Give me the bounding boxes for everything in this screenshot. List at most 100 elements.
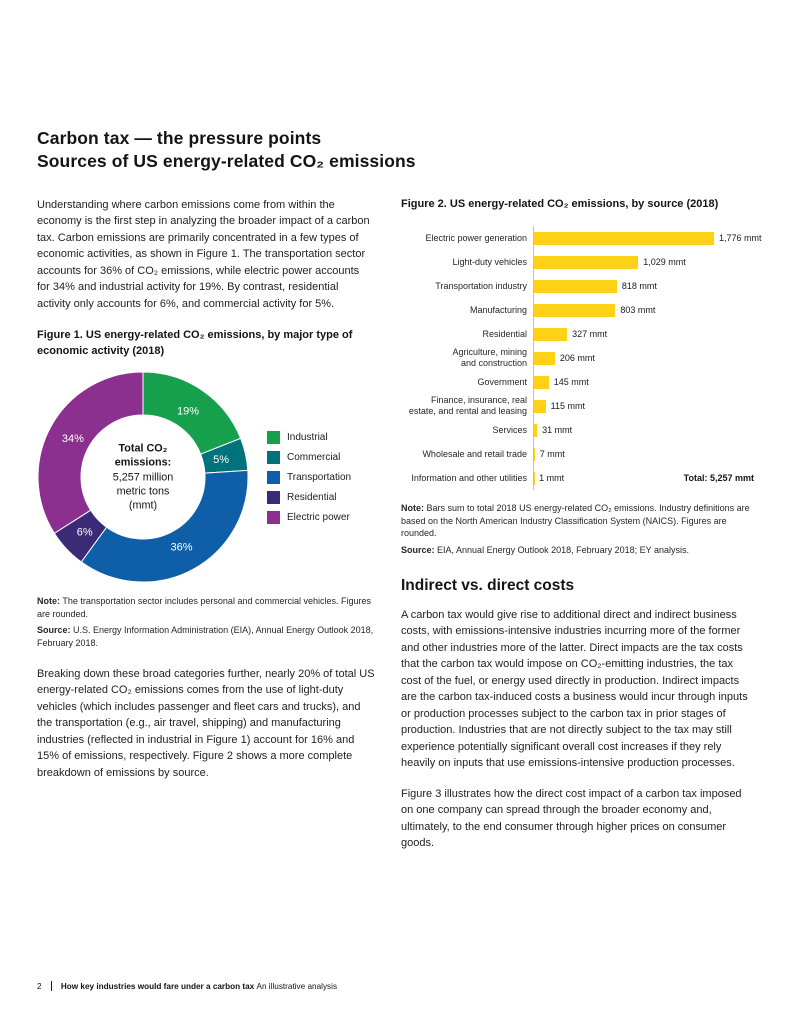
donut-center-line5: (mmt) — [128, 499, 158, 512]
page-header: Carbon tax — the pressure points Sources… — [0, 0, 791, 174]
legend-item-electric-power: Electric power — [267, 510, 351, 524]
donut-percent-label-electric-power: 34% — [62, 433, 84, 445]
source-label: Source: — [401, 545, 435, 556]
legend-label: Transportation — [287, 471, 352, 483]
figure2-source: Source: EIA, Annual Energy Outlook 2018,… — [401, 544, 754, 557]
figure1-donut-chart: 19% 5% 36% 6% 34% Total CO₂ emissions: 5,257… — [37, 371, 375, 583]
bar-transportation-industry — [534, 279, 617, 293]
footer-report-title: How key industries would fare under a ca… — [60, 981, 255, 991]
bar-category-label: Information and other utilities — [411, 472, 527, 483]
intro-paragraph: Understanding where carbon emissions com… — [37, 198, 370, 310]
source-text: EIA, Annual Energy Outlook 2018, Februar… — [437, 545, 690, 556]
figure1-title: Figure 1. US energy-related CO₂ emission… — [37, 329, 353, 357]
bar-chart-total-label: Total: 5,257 mmt — [683, 473, 754, 484]
bar-value-label: 7 mmt — [539, 449, 565, 460]
breakdown-paragraph: Breaking down these broad categories fur… — [37, 667, 375, 779]
bar-value-label: 803 mmt — [620, 305, 656, 316]
figure1-note: Note: The transportation sector includes… — [37, 595, 375, 620]
donut-center-line3: 5,257 million — [112, 471, 174, 484]
legend-item-commercial: Commercial — [267, 450, 351, 464]
page-number: 2 — [37, 981, 42, 991]
page-title-line1: Carbon tax — the pressure points — [37, 128, 322, 148]
bar-row-transportation-industry: Transportation industry 818 mmt — [401, 274, 754, 299]
note-text: The transportation sector includes perso… — [37, 596, 371, 619]
bar-area: 818 mmt — [533, 274, 754, 299]
bar-value-label: 206 mmt — [559, 353, 595, 364]
donut-center-line1: Total CO₂ — [118, 442, 168, 455]
page-title: Carbon tax — the pressure points Sources… — [37, 127, 754, 174]
legend-swatch-industrial — [267, 430, 280, 444]
bar-services — [534, 423, 538, 437]
legend-swatch-residential — [267, 490, 280, 504]
figure1-source: Source: U.S. Energy Information Administ… — [37, 624, 375, 649]
bar-area: 7 mmt — [533, 442, 754, 467]
source-text: U.S. Energy Information Administration (… — [37, 625, 374, 648]
page-content: Understanding where carbon emissions com… — [0, 174, 791, 852]
indirect-costs-heading: Indirect vs. direct costs — [401, 576, 575, 594]
bar-area: 31 mmt — [533, 418, 754, 443]
bar-value-label: 818 mmt — [621, 281, 657, 292]
donut-box: 19% 5% 36% 6% 34% Total CO₂ emissions: 5,257… — [37, 371, 249, 583]
bar-area: 1,776 mmt — [533, 226, 762, 251]
bar-row-electric-power-generation: Electric power generation 1,776 mmt — [401, 226, 762, 251]
page-footer: 2 How key industries would fare under a … — [37, 981, 337, 991]
donut-segment-transportation — [80, 470, 249, 583]
bar-category-label: Light-duty vehicles — [452, 256, 527, 267]
bar-category-label: Services — [492, 424, 527, 435]
donut-segment-electric-power — [37, 371, 144, 535]
donut-percent-label-residential: 6% — [77, 526, 93, 538]
bar-row-government: Government 145 mmt — [401, 370, 754, 395]
bar-category-label: Finance, insurance, real estate, and ren… — [408, 395, 527, 417]
legend-swatch-electric-power — [267, 510, 280, 524]
figure2-title: Figure 2. US energy-related CO₂ emission… — [401, 197, 719, 210]
bar-category-label: Government — [477, 376, 527, 387]
legend-label: Industrial — [287, 431, 328, 443]
legend-item-residential: Residential — [267, 490, 351, 504]
bar-area: 327 mmt — [533, 322, 754, 347]
legend-label: Electric power — [287, 511, 350, 523]
donut-percent-label-commercial: 5% — [213, 454, 229, 466]
bar-row-agriculture-mining: Agriculture, mining and construction 206 … — [401, 346, 754, 371]
bar-agriculture-mining — [534, 351, 555, 365]
bar-area: 1 mmt Total: 5,257 mmt — [533, 466, 754, 491]
bar-area: 1,029 mmt — [533, 250, 754, 275]
note-label: Note: — [37, 596, 60, 607]
legend-swatch-transportation — [267, 470, 280, 484]
donut-center-line4: metric tons — [116, 485, 170, 498]
bar-wholesale-and-retail-trade — [534, 447, 535, 461]
footer-divider — [50, 981, 52, 991]
bar-category-label: Residential — [482, 328, 527, 339]
bar-category-label: Manufacturing — [469, 304, 527, 315]
bar-value-label: 31 mmt — [542, 425, 573, 436]
bar-row-services: Services 31 mmt — [401, 418, 754, 443]
donut-center-line2: emissions: — [114, 456, 172, 469]
indirect-costs-paragraph-2: Figure 3 illustrates how the direct cost… — [401, 787, 742, 850]
right-column: Figure 2. US energy-related CO₂ emission… — [401, 197, 762, 852]
bar-light-duty-vehicles — [534, 255, 639, 269]
footer-report-subtitle: An illustrative analysis — [256, 981, 338, 991]
bar-value-label: 1 mmt — [539, 473, 565, 484]
figure2-bar-chart: Electric power generation 1,776 mmt Light-… — [401, 226, 762, 491]
bar-area: 115 mmt — [533, 394, 754, 419]
note-label: Note: — [401, 503, 424, 514]
bar-row-light-duty-vehicles: Light-duty vehicles 1,029 mmt — [401, 250, 754, 275]
bar-value-label: 145 mmt — [553, 377, 589, 388]
donut-percent-label-transportation: 36% — [170, 542, 192, 554]
bar-area: 206 mmt — [533, 346, 754, 371]
bar-category-label: Agriculture, mining and construction — [452, 347, 527, 369]
legend-swatch-commercial — [267, 450, 280, 464]
bar-government — [534, 375, 549, 389]
bar-category-label: Wholesale and retail trade — [422, 448, 527, 459]
bar-finance-insurance-real — [534, 399, 546, 413]
figure2-note: Note: Bars sum to total 2018 US energy-r… — [401, 502, 754, 540]
left-column: Understanding where carbon emissions com… — [37, 197, 375, 852]
indirect-costs-paragraph-1: A carbon tax would give rise to addition… — [401, 608, 748, 770]
bar-residential — [534, 327, 568, 341]
bar-row-wholesale-and-retail-trade: Wholesale and retail trade 7 mmt — [401, 442, 754, 467]
bar-area: 145 mmt — [533, 370, 754, 395]
bar-row-information-and-other-utilities: Information and other utilities 1 mmt Tota… — [401, 466, 754, 491]
legend-label: Residential — [287, 491, 337, 503]
donut-percent-label-industrial: 19% — [177, 405, 199, 417]
bar-row-manufacturing: Manufacturing 803 mmt — [401, 298, 754, 323]
